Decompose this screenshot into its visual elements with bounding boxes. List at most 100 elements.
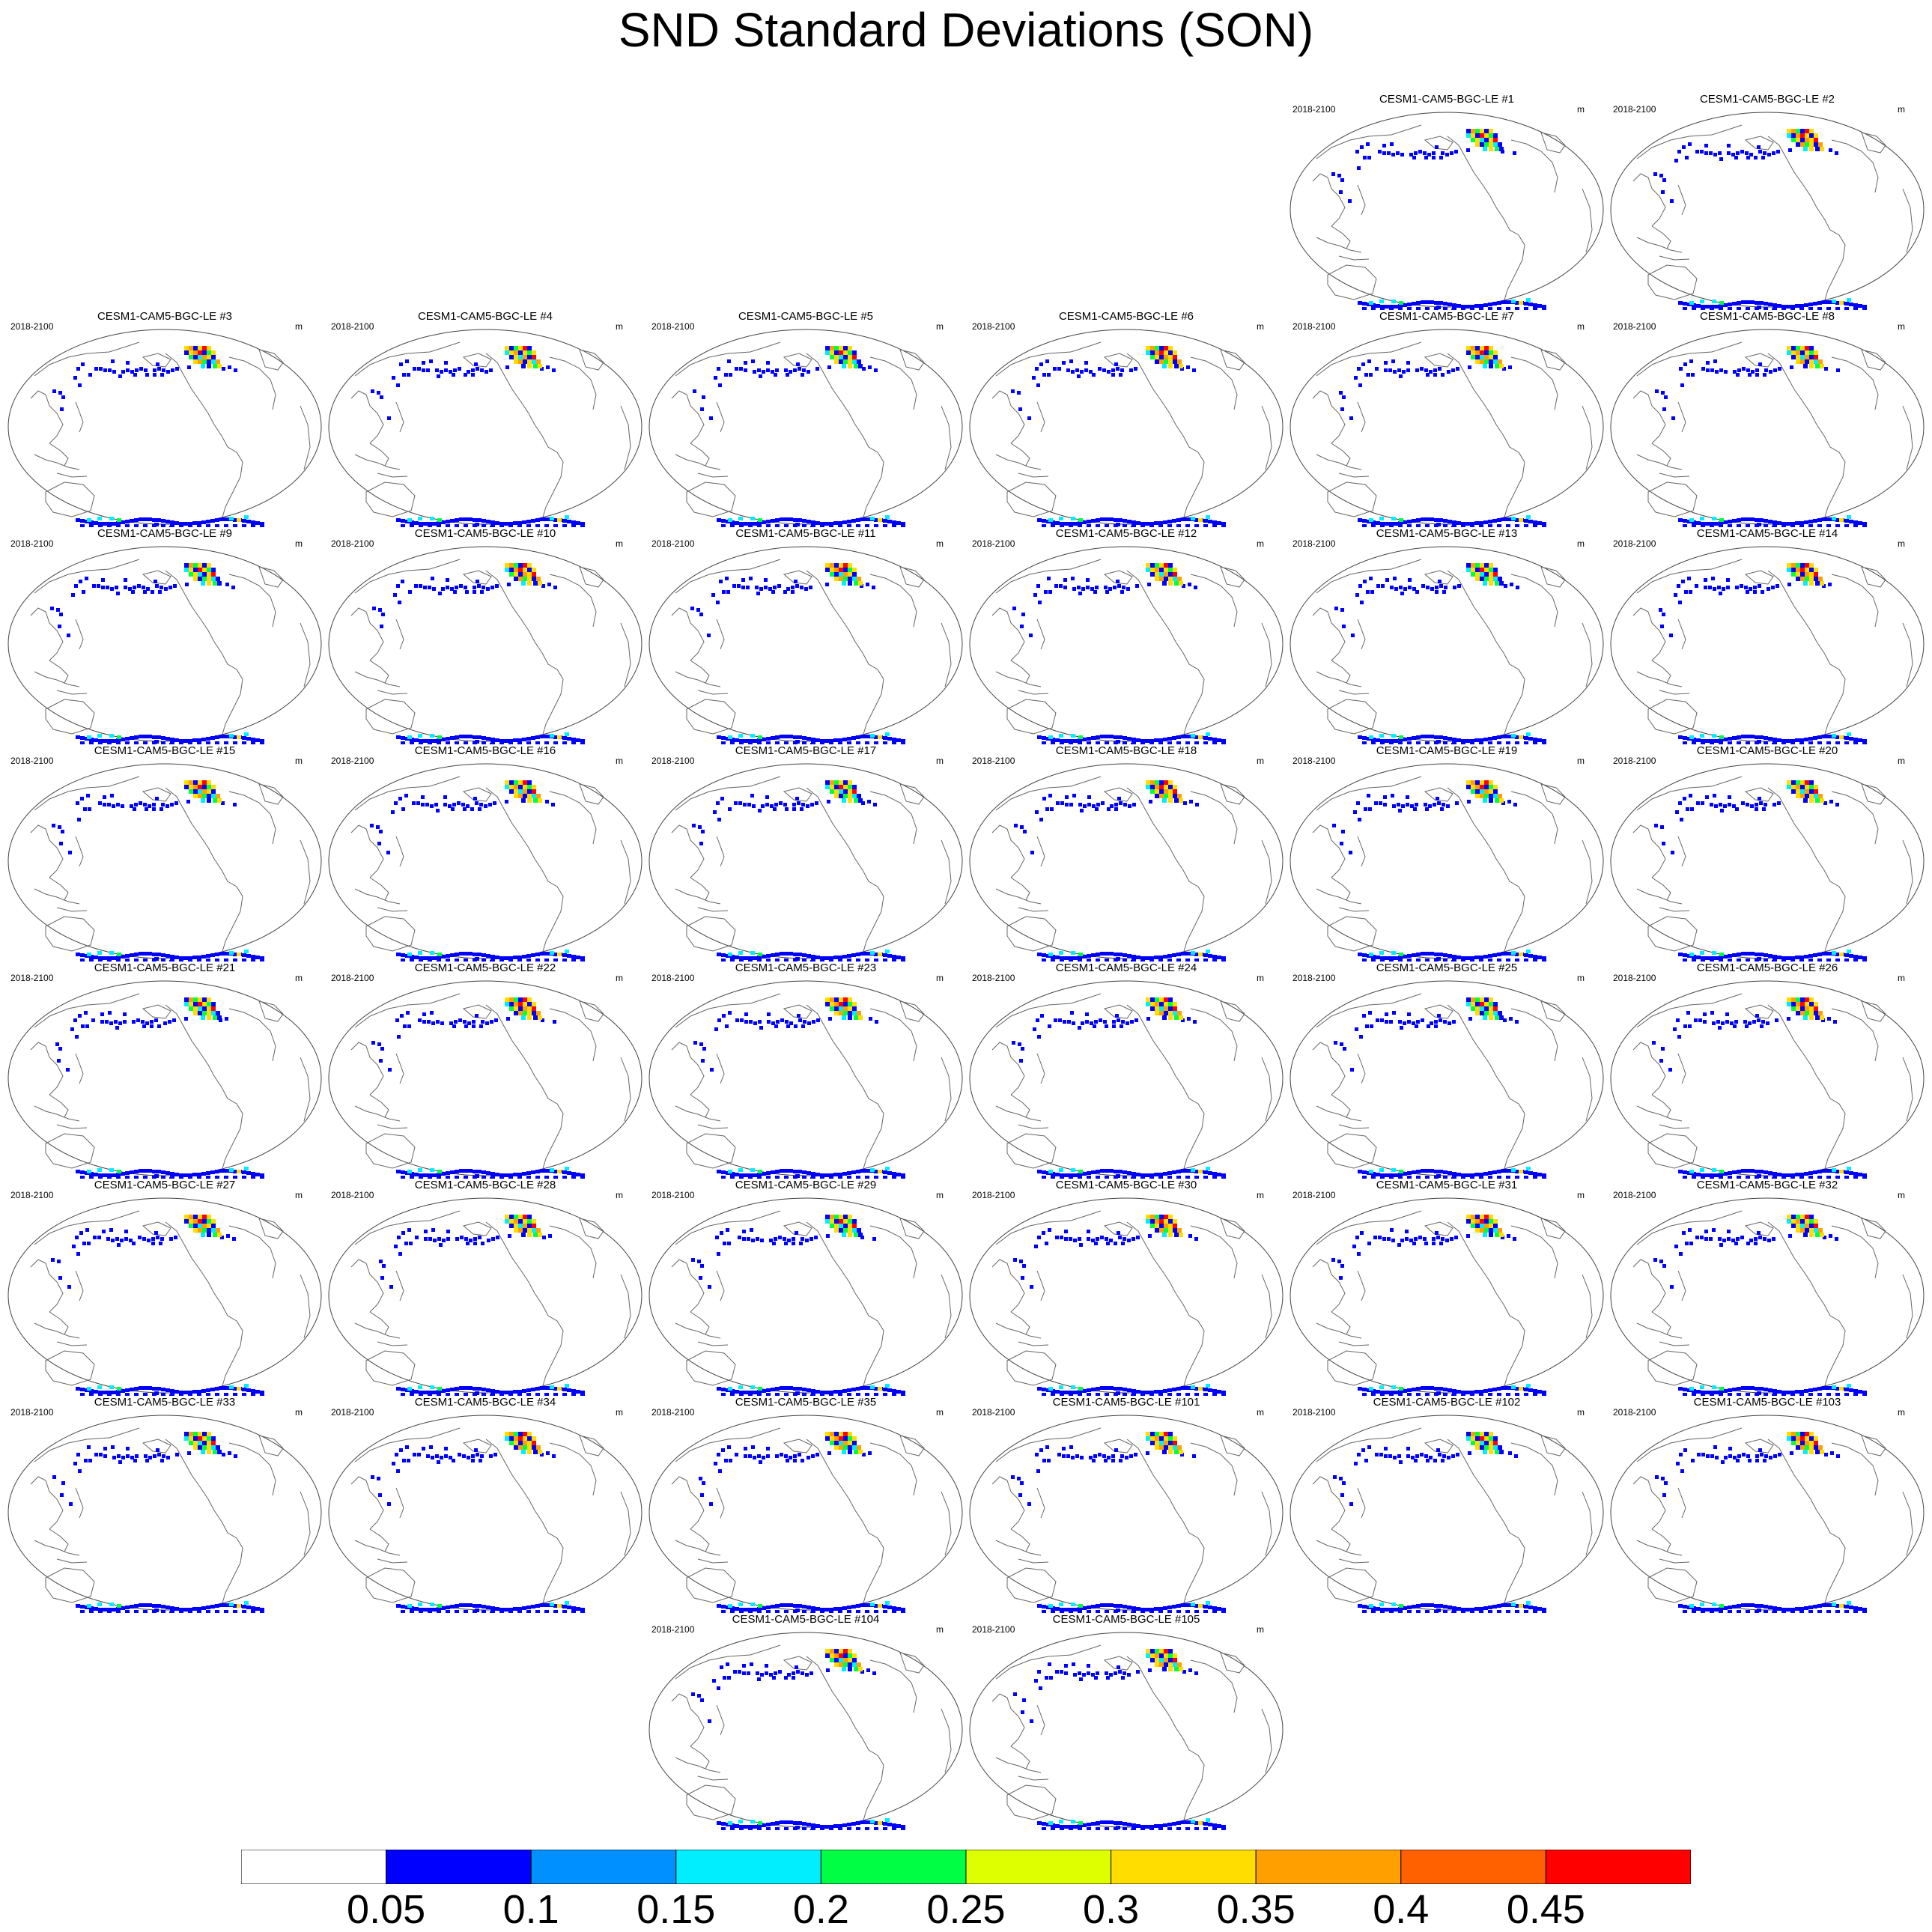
map-border [1611, 981, 1924, 1176]
coastlines [992, 559, 1272, 737]
robinson-map [966, 758, 1287, 962]
snow-depth-cells [371, 997, 585, 1179]
map-border [8, 547, 321, 741]
map-border [329, 1415, 642, 1610]
snow-depth-cells [1331, 1215, 1546, 1396]
robinson-map [325, 1409, 645, 1613]
snow-depth-cells [52, 780, 264, 962]
robinson-map [966, 323, 1287, 527]
snow-depth-cells [693, 346, 905, 527]
robinson-map [645, 975, 966, 1179]
snow-depth-cells [371, 346, 585, 527]
map-border [970, 547, 1283, 741]
snow-depth-cells [370, 780, 585, 962]
map-border [649, 329, 962, 524]
map-border [329, 981, 642, 1176]
snow-depth-cells [699, 1432, 905, 1613]
map-border [1611, 547, 1924, 741]
robinson-map [1287, 1192, 1607, 1396]
map-border [970, 329, 1283, 524]
robinson-map [1607, 975, 1928, 1179]
map-border [8, 981, 321, 1176]
map-border [329, 764, 642, 959]
robinson-map [325, 323, 645, 527]
robinson-map [325, 1192, 645, 1396]
map-border [649, 547, 962, 741]
robinson-map [325, 975, 645, 1179]
map-border [8, 1198, 321, 1393]
robinson-map [1607, 1409, 1928, 1613]
coastlines [351, 1211, 631, 1388]
colorbar-box [1256, 1850, 1401, 1884]
robinson-map [4, 758, 325, 962]
map-border [1290, 764, 1603, 959]
colorbar-box [966, 1850, 1111, 1884]
colorbar-label: 0.45 [1507, 1887, 1585, 1932]
snow-depth-cells [1013, 1649, 1226, 1830]
robinson-map [1607, 758, 1928, 962]
coastlines [672, 342, 951, 520]
snow-depth-cells [50, 563, 264, 744]
colorbar-box [676, 1850, 821, 1884]
robinson-map [645, 1626, 966, 1830]
colorbar-box [1546, 1850, 1691, 1884]
colorbar-label: 0.1 [503, 1887, 559, 1932]
robinson-map [1287, 758, 1607, 962]
robinson-map [1287, 541, 1607, 744]
snow-depth-cells [691, 1215, 905, 1396]
snow-depth-cells [52, 1432, 264, 1613]
snow-depth-cells [1012, 997, 1226, 1179]
map-border [1290, 1415, 1603, 1610]
map-border [970, 1415, 1283, 1610]
snow-depth-cells [371, 1432, 585, 1613]
map-border [1611, 764, 1924, 959]
snow-depth-cells [1334, 563, 1546, 744]
coastlines [672, 994, 951, 1171]
map-border [1611, 1415, 1924, 1610]
map-border [649, 764, 962, 959]
map-border [329, 1198, 642, 1393]
robinson-map [1287, 975, 1607, 1179]
robinson-map [1287, 106, 1607, 310]
colorbar-box [1111, 1850, 1257, 1884]
robinson-map [4, 541, 325, 744]
robinson-map [966, 541, 1287, 744]
coastlines [1633, 342, 1913, 520]
snow-depth-cells [1332, 780, 1546, 962]
robinson-map [1607, 106, 1928, 310]
map-border [1611, 112, 1924, 307]
map-border [1611, 329, 1924, 524]
snow-depth-cells [1659, 563, 1867, 744]
snow-depth-cells [693, 997, 905, 1179]
map-border [970, 764, 1283, 959]
snow-depth-cells [1655, 346, 1867, 527]
snow-depth-cells [1011, 1432, 1226, 1613]
colorbar-box [386, 1850, 532, 1884]
map-border [649, 1632, 962, 1827]
map-border [1290, 547, 1603, 741]
robinson-map [325, 541, 645, 744]
coastlines [1633, 994, 1913, 1171]
robinson-map [645, 758, 966, 962]
robinson-map [4, 1192, 325, 1396]
